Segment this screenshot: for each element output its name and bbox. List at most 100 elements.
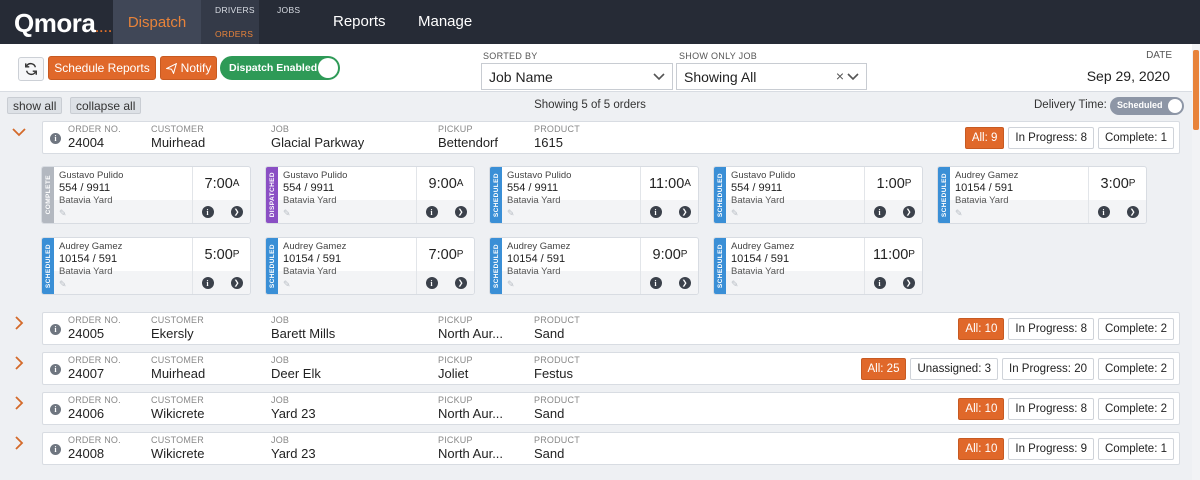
job-card[interactable]: SCHEDULED Audrey Gamez 10154 / 591 Batavia … xyxy=(489,237,699,295)
status-filter-chip[interactable]: All: 10 xyxy=(958,438,1005,460)
driver-name: Audrey Gamez xyxy=(731,241,795,252)
status-filter-chip[interactable]: All: 10 xyxy=(958,398,1005,420)
scrollbar[interactable] xyxy=(1192,44,1200,480)
delivery-time-toggle[interactable]: Scheduled xyxy=(1110,97,1184,115)
status-filter-chip[interactable]: In Progress: 8 xyxy=(1008,398,1094,420)
order-order: ORDER NO. 24008 xyxy=(68,435,121,461)
info-icon[interactable]: i xyxy=(50,324,61,335)
arrow-right-icon[interactable]: ❯ xyxy=(678,277,691,289)
subnav-orders[interactable]: ORDERS xyxy=(215,29,254,39)
status-filter-chip[interactable]: All: 9 xyxy=(964,127,1005,149)
status-filter-chip[interactable]: Complete: 2 xyxy=(1097,398,1174,420)
info-icon[interactable]: i xyxy=(649,277,662,289)
edit-icon[interactable]: ✎ xyxy=(731,279,739,289)
date-value[interactable]: Sep 29, 2020 xyxy=(1086,68,1170,84)
arrow-right-icon[interactable]: ❯ xyxy=(230,206,243,218)
app-logo[interactable]: Qmora.... xyxy=(14,8,113,38)
job-value: Yard 23 xyxy=(271,406,316,421)
job-card[interactable]: COMPLETE Gustavo Pulido 554 / 9911 Batavia … xyxy=(41,166,251,224)
info-icon[interactable]: i xyxy=(1097,206,1110,218)
clear-icon[interactable]: × xyxy=(835,68,844,84)
edit-icon[interactable]: ✎ xyxy=(283,208,291,218)
subnav-drivers[interactable]: DRIVERS xyxy=(215,5,255,15)
info-icon[interactable]: i xyxy=(873,206,886,218)
job-card[interactable]: SCHEDULED Gustavo Pulido 554 / 9911 Batavia… xyxy=(489,166,699,224)
edit-icon[interactable]: ✎ xyxy=(955,208,963,218)
subnav-jobs[interactable]: JOBS xyxy=(277,5,301,15)
status-filter-chip[interactable]: Unassigned: 3 xyxy=(910,358,998,380)
order-row[interactable]: i ORDER NO. 24004 CUSTOMER Muirhead JOB Glacia… xyxy=(42,121,1180,154)
job-card[interactable]: SCHEDULED Audrey Gamez 10154 / 591 Batavia … xyxy=(713,237,923,295)
order-order: ORDER NO. 24004 xyxy=(68,124,121,150)
pickup-value: North Aur... xyxy=(438,326,504,341)
edit-icon[interactable]: ✎ xyxy=(507,279,515,289)
scrollbar-thumb[interactable] xyxy=(1193,50,1199,130)
edit-icon[interactable]: ✎ xyxy=(59,279,67,289)
info-icon[interactable]: i xyxy=(50,404,61,415)
info-icon[interactable]: i xyxy=(201,206,214,218)
status-filter-chip[interactable]: In Progress: 8 xyxy=(1008,318,1094,340)
status-filter-chip[interactable]: In Progress: 9 xyxy=(1008,438,1094,460)
chevron-right-icon[interactable] xyxy=(12,436,26,453)
info-icon[interactable]: i xyxy=(649,206,662,218)
nav-manage[interactable]: Manage xyxy=(418,13,473,30)
chevron-down-icon[interactable] xyxy=(12,125,26,142)
status-filter-chip[interactable]: Complete: 1 xyxy=(1097,438,1174,460)
job-card[interactable]: SCHEDULED Audrey Gamez 10154 / 591 Batavia … xyxy=(265,237,475,295)
status-filter-chip[interactable]: Complete: 1 xyxy=(1097,127,1174,149)
edit-icon[interactable]: ✎ xyxy=(731,208,739,218)
notify-button[interactable]: Notify xyxy=(160,56,217,80)
order-row[interactable]: i ORDER NO. 24008 CUSTOMER Wikicrete JOB Yard … xyxy=(42,432,1180,465)
job-card[interactable]: DISPATCHED Gustavo Pulido 554 / 9911 Batavi… xyxy=(265,166,475,224)
dispatch-enabled-toggle[interactable]: Dispatch Enabled xyxy=(220,56,340,80)
time-value: 1:00 xyxy=(876,175,905,192)
arrow-right-icon[interactable]: ❯ xyxy=(454,206,467,218)
arrow-right-icon[interactable]: ❯ xyxy=(902,277,915,289)
edit-icon[interactable]: ✎ xyxy=(507,208,515,218)
status-filter-chip[interactable]: In Progress: 20 xyxy=(1002,358,1094,380)
collapse-all-button[interactable]: collapse all xyxy=(70,97,142,114)
info-icon[interactable]: i xyxy=(50,133,61,144)
job-card[interactable]: SCHEDULED Audrey Gamez 10154 / 591 Batavia … xyxy=(937,166,1147,224)
arrow-right-icon[interactable]: ❯ xyxy=(678,206,691,218)
time-value: 9:00 xyxy=(652,246,681,263)
show-all-button[interactable]: show all xyxy=(7,97,63,114)
status-filter-chip[interactable]: All: 25 xyxy=(860,358,907,380)
info-icon[interactable]: i xyxy=(50,364,61,375)
chevron-right-icon[interactable] xyxy=(12,356,26,373)
status-filter-chip[interactable]: Complete: 2 xyxy=(1097,358,1174,380)
job-card[interactable]: SCHEDULED Gustavo Pulido 554 / 9911 Batavia… xyxy=(713,166,923,224)
status-filter-chip[interactable]: Complete: 2 xyxy=(1097,318,1174,340)
show-only-select[interactable]: Showing All × xyxy=(676,63,867,90)
edit-icon[interactable]: ✎ xyxy=(59,208,67,218)
info-icon[interactable]: i xyxy=(873,277,886,289)
arrow-right-icon[interactable]: ❯ xyxy=(230,277,243,289)
nav-reports[interactable]: Reports xyxy=(333,13,386,30)
arrow-right-icon[interactable]: ❯ xyxy=(454,277,467,289)
edit-icon[interactable]: ✎ xyxy=(283,279,291,289)
schedule-reports-button[interactable]: Schedule Reports xyxy=(48,56,156,80)
job-card[interactable]: SCHEDULED Audrey Gamez 10154 / 591 Batavia … xyxy=(41,237,251,295)
arrow-right-icon[interactable]: ❯ xyxy=(1126,206,1139,218)
info-icon[interactable]: i xyxy=(201,277,214,289)
info-icon[interactable]: i xyxy=(425,277,438,289)
product-label: PRODUCT xyxy=(534,435,580,445)
chevron-right-icon[interactable] xyxy=(12,396,26,413)
arrow-right-icon[interactable]: ❯ xyxy=(902,206,915,218)
info-icon[interactable]: i xyxy=(50,444,61,455)
refresh-button[interactable] xyxy=(18,57,44,81)
ticket-number: 10154 / 591 xyxy=(283,253,342,265)
order-row[interactable]: i ORDER NO. 24007 CUSTOMER Muirhead JOB Deer E… xyxy=(42,352,1180,385)
chevron-right-icon[interactable] xyxy=(12,316,26,333)
card-footer xyxy=(726,200,864,223)
job-time: 3:00 P xyxy=(1088,167,1146,200)
nav-dispatch[interactable]: Dispatch xyxy=(113,0,201,44)
sorted-by-select[interactable]: Job Name xyxy=(481,63,673,90)
order-row[interactable]: i ORDER NO. 24006 CUSTOMER Wikicrete JOB Yard … xyxy=(42,392,1180,425)
order-row[interactable]: i ORDER NO. 24005 CUSTOMER Ekersly JOB Barett … xyxy=(42,312,1180,345)
status-filter-chip[interactable]: All: 10 xyxy=(958,318,1005,340)
time-value: 9:00 xyxy=(428,175,457,192)
status-chips: All: 10 In Progress: 8 Complete: 2 xyxy=(958,318,1174,340)
info-icon[interactable]: i xyxy=(425,206,438,218)
status-filter-chip[interactable]: In Progress: 8 xyxy=(1008,127,1094,149)
